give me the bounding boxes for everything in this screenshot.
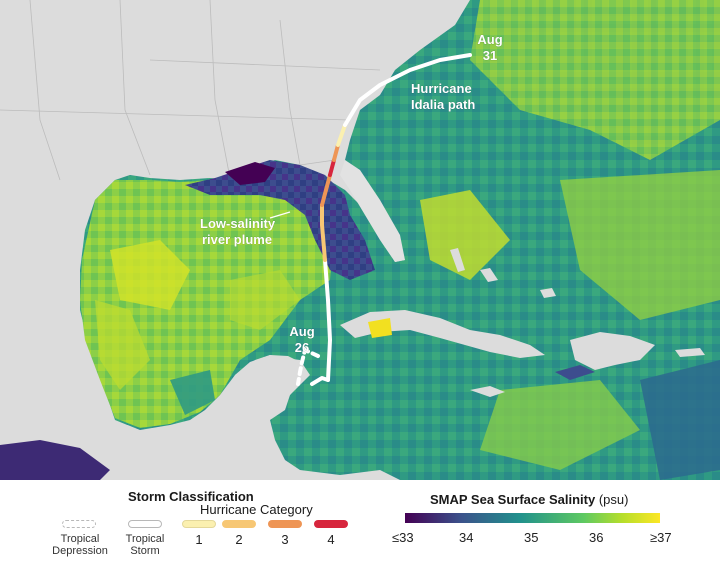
aug31-label-line2: 31 bbox=[483, 48, 497, 63]
tropical-storm-label: Tropical Storm bbox=[125, 533, 165, 557]
category-1-swatch bbox=[182, 520, 216, 528]
caribbean-patch bbox=[480, 380, 640, 470]
caribbean-low-patch bbox=[640, 360, 720, 480]
hurricane-idalia-path bbox=[296, 53, 472, 386]
salinity-tick-35: 35 bbox=[524, 530, 539, 545]
cuba bbox=[340, 310, 545, 358]
pacific-low-patch bbox=[0, 440, 110, 480]
salinity-colorbar bbox=[405, 513, 660, 523]
north-america-land bbox=[0, 0, 470, 480]
tropical-depression-swatch bbox=[62, 520, 96, 528]
salinity-map: Aug 31 Hurricane Idalia path Low-salinit… bbox=[0, 0, 720, 480]
atlantic-patch bbox=[560, 170, 720, 320]
map-canvas: Aug 31 Hurricane Idalia path Low-salinit… bbox=[0, 0, 720, 480]
hurricane-label-line1: Hurricane bbox=[411, 81, 472, 96]
plume-label-line2: river plume bbox=[202, 232, 272, 247]
salinity-tick-33: ≤33 bbox=[392, 530, 414, 545]
bahamas-yellow-patch bbox=[420, 190, 510, 280]
plume-leader-line bbox=[269, 211, 291, 219]
gulf-yellow-patch-2 bbox=[95, 300, 150, 390]
puerto-rico bbox=[675, 348, 705, 357]
state-borders bbox=[0, 0, 381, 181]
salinity-tick-34: 34 bbox=[459, 530, 474, 545]
florida bbox=[340, 160, 405, 262]
gulf-teal-patch bbox=[170, 370, 215, 415]
legend: Storm Classification Hurricane Category … bbox=[0, 480, 720, 565]
storm-classification-title: Storm Classification bbox=[128, 489, 254, 504]
salinity-tick-36: 36 bbox=[589, 530, 604, 545]
gulf-yellow-patch bbox=[110, 240, 190, 310]
tropical-storm-swatch bbox=[128, 520, 162, 528]
jamaica bbox=[470, 386, 505, 397]
plume-label-line1: Low-salinity bbox=[200, 216, 276, 231]
category-2-swatch bbox=[222, 520, 256, 528]
hispaniola bbox=[570, 332, 655, 370]
category-1-label: 1 bbox=[195, 532, 203, 547]
plume-core bbox=[225, 162, 275, 185]
atlantic-high-salinity bbox=[470, 0, 720, 160]
tropical-depression-label: Tropical Depression bbox=[52, 533, 108, 557]
bahamas bbox=[450, 248, 556, 298]
category-2-label: 2 bbox=[235, 532, 243, 547]
aug26-label-line1: Aug bbox=[289, 324, 314, 339]
category-3-swatch bbox=[268, 520, 302, 528]
salinity-title: SMAP Sea Surface Salinity (psu) bbox=[430, 492, 629, 507]
category-3-label: 3 bbox=[281, 532, 289, 547]
cuba-yellow-patch bbox=[368, 318, 392, 338]
hurricane-label-line2: Idalia path bbox=[411, 97, 475, 112]
yucatan bbox=[235, 355, 300, 418]
hispaniola-low-patch bbox=[555, 365, 595, 380]
aug26-label-line2: 26 bbox=[295, 340, 309, 355]
category-4-label: 4 bbox=[327, 532, 335, 547]
aug31-label-line1: Aug bbox=[477, 32, 502, 47]
salinity-tick-37: ≥37 bbox=[650, 530, 672, 545]
gulf-yellow-patch-3 bbox=[230, 270, 300, 330]
hurricane-category-label: Hurricane Category bbox=[200, 502, 313, 517]
category-4-swatch bbox=[314, 520, 348, 528]
